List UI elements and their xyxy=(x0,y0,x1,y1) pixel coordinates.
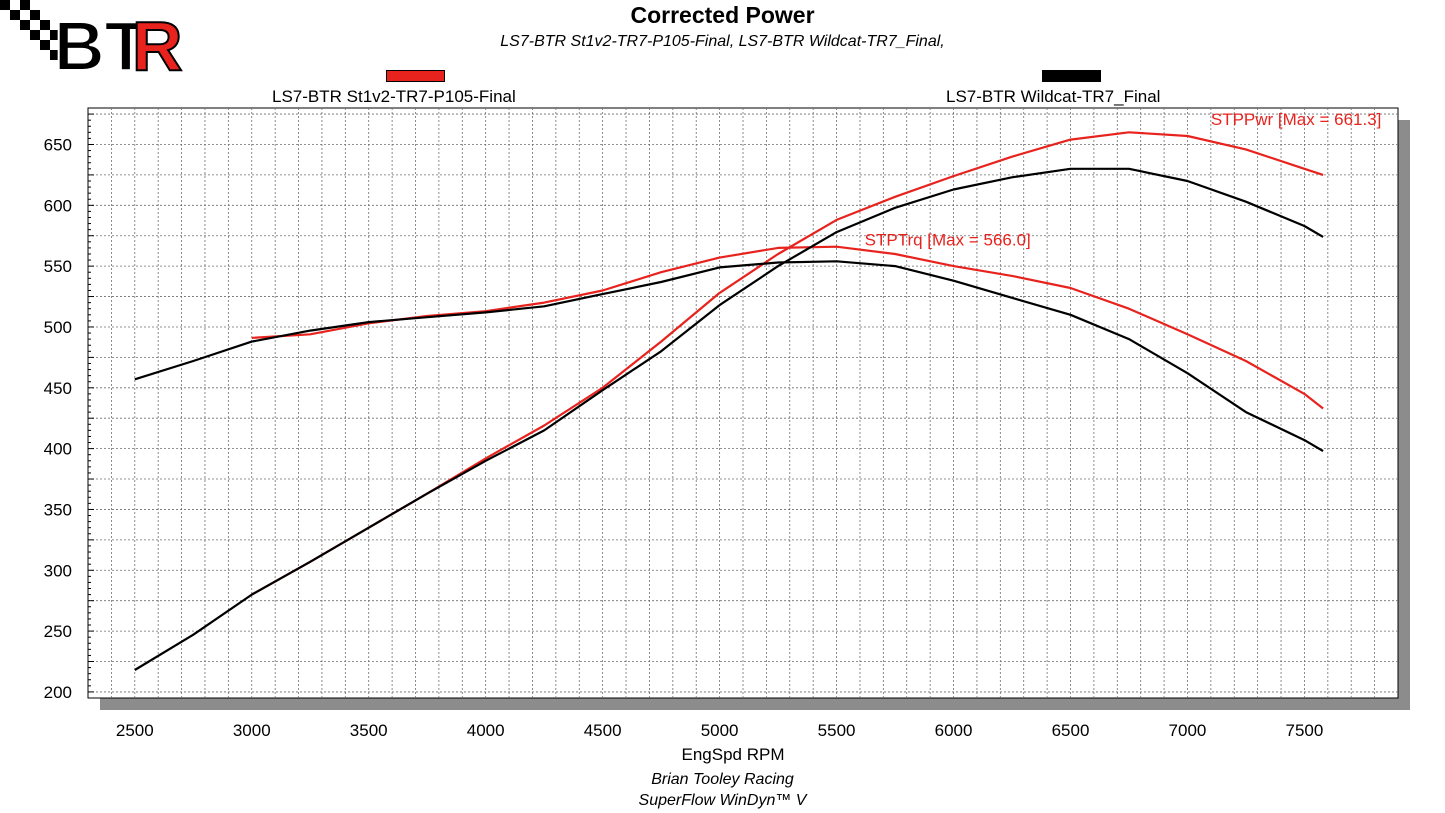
x-tick-label: 3500 xyxy=(350,721,388,740)
plot-area xyxy=(87,107,1399,699)
checkered-flag-icon xyxy=(0,0,60,60)
x-axis-ticks: 2500 3000 3500 4000 4500 5000 5500 6000 6500 7000… xyxy=(116,721,1323,740)
x-tick-label: 4500 xyxy=(584,721,622,740)
x-tick-label: 7500 xyxy=(1286,721,1324,740)
y-tick-label: 300 xyxy=(44,561,72,580)
y-tick-label: 200 xyxy=(44,683,72,702)
series-line-stptrq-black xyxy=(134,260,1324,453)
series-lines xyxy=(134,131,1324,671)
y-tick-label: 550 xyxy=(44,257,72,276)
y-tick-label: 250 xyxy=(44,622,72,641)
annotations: STPPwr [Max = 661.3] STPTrq [Max = 566.0] xyxy=(865,110,1382,249)
btr-logo: BT R xyxy=(0,0,184,80)
series-line-stppwr-black xyxy=(134,167,1324,671)
series-line-stptrq-red xyxy=(251,245,1324,410)
x-tick-label: 4000 xyxy=(467,721,505,740)
x-tick-label: 5000 xyxy=(701,721,739,740)
footer-company: Brian Tooley Racing xyxy=(651,771,794,788)
legend-label-black: LS7-BTR Wildcat-TR7_Final xyxy=(946,87,1161,106)
y-axis-ticks: 200 250 300 350 400 450 500 550 600 650 xyxy=(44,113,94,702)
x-tick-label: 5500 xyxy=(818,721,856,740)
chart-title: Corrected Power xyxy=(630,2,815,28)
logo-text-r: R xyxy=(132,7,183,80)
annotation-label: STPPwr [Max = 661.3] xyxy=(1211,110,1382,129)
legend-label-red: LS7-BTR St1v2-TR7-P105-Final xyxy=(272,87,516,106)
footer-software: SuperFlow WinDyn™ V xyxy=(638,792,807,809)
y-tick-label: 600 xyxy=(44,196,72,215)
y-tick-label: 350 xyxy=(44,500,72,519)
y-tick-label: 450 xyxy=(44,379,72,398)
x-axis-label: EngSpd RPM xyxy=(682,745,785,764)
x-tick-label: 7000 xyxy=(1169,721,1207,740)
legend-swatch-red xyxy=(386,70,445,82)
y-tick-label: 400 xyxy=(44,440,72,459)
logo-text-bt: BT xyxy=(54,7,147,80)
x-tick-label: 6000 xyxy=(935,721,973,740)
y-tick-label: 500 xyxy=(44,318,72,337)
legend-swatch-black xyxy=(1042,70,1101,82)
chart-subtitle: LS7-BTR St1v2-TR7-P105-Final, LS7-BTR Wi… xyxy=(500,33,945,50)
x-tick-label: 3000 xyxy=(233,721,271,740)
annotation-label: STPTrq [Max = 566.0] xyxy=(865,230,1031,249)
x-tick-label: 2500 xyxy=(116,721,154,740)
y-tick-label: 650 xyxy=(44,135,72,154)
x-tick-label: 6500 xyxy=(1052,721,1090,740)
